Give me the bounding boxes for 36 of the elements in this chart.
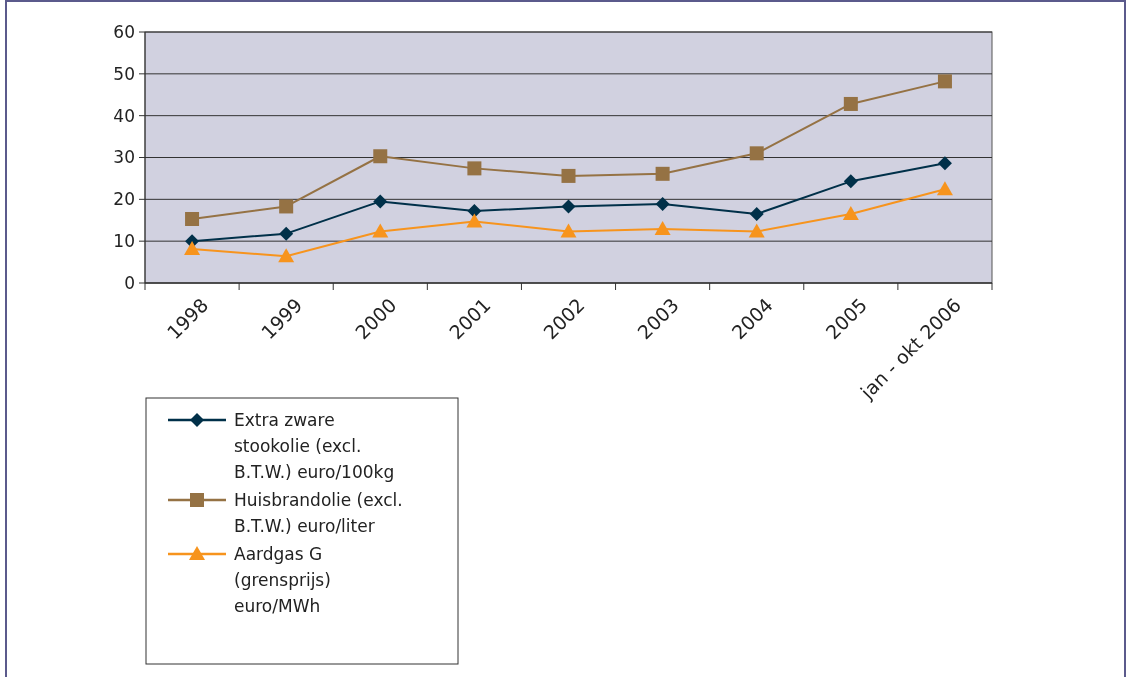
point <box>185 212 200 226</box>
point <box>373 149 388 164</box>
point <box>843 174 858 189</box>
point <box>655 196 670 211</box>
y-tick-label: 50 <box>113 63 135 84</box>
point <box>843 96 858 111</box>
point <box>749 206 764 221</box>
y-tick-label: 30 <box>113 147 135 168</box>
point <box>466 213 483 228</box>
point <box>278 248 295 263</box>
y-tick-label: 60 <box>113 21 135 42</box>
point <box>467 161 482 176</box>
point <box>842 205 859 220</box>
point <box>372 223 389 238</box>
y-tick-label: 0 <box>124 272 135 293</box>
point <box>373 194 388 209</box>
point <box>467 204 482 219</box>
point <box>655 166 670 181</box>
point <box>560 223 577 238</box>
point <box>279 199 294 214</box>
point <box>748 223 765 238</box>
point <box>654 221 671 236</box>
legend-label: Huisbrandolie (excl. B.T.W.) euro/liter <box>234 489 403 536</box>
point <box>936 181 953 196</box>
y-tick-label: 10 <box>113 231 135 252</box>
point <box>184 241 201 256</box>
y-tick-label: 40 <box>113 105 135 126</box>
point <box>937 156 952 171</box>
legend-label: Extra zware stookolie (excl. B.T.W.) euro/100kg <box>234 409 395 482</box>
point <box>279 226 294 241</box>
y-tick-label: 20 <box>113 189 135 210</box>
point <box>561 199 576 214</box>
point <box>937 74 952 89</box>
legend-label: Aardgas G (grensprijs) euro/MWh <box>234 543 331 616</box>
point <box>561 168 576 183</box>
point <box>749 146 764 161</box>
